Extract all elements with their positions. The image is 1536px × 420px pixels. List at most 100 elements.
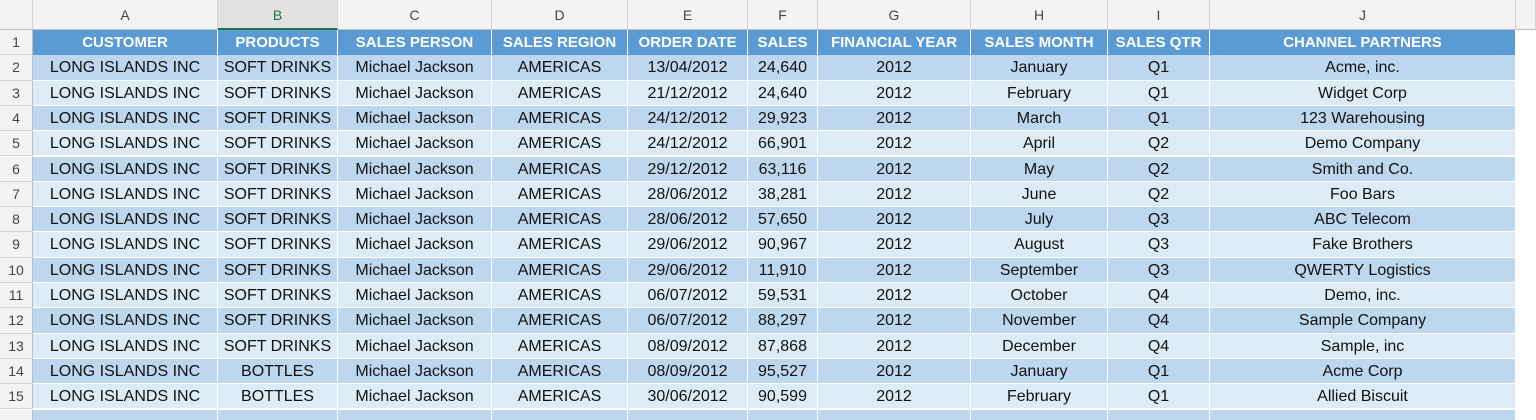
cell[interactable]: ABC Telecom	[1210, 207, 1516, 233]
cell[interactable]: 2012	[818, 181, 971, 208]
cell[interactable]: 2012	[818, 308, 971, 334]
cell[interactable]: SOFT DRINKS	[218, 105, 338, 132]
cell[interactable]: AMERICAS	[492, 283, 628, 309]
cell[interactable]: Michael Jackson	[338, 333, 492, 359]
cell[interactable]: Michael Jackson	[338, 232, 492, 258]
cell[interactable]: Q4	[1108, 283, 1210, 309]
cell[interactable]: Widget Corp	[1210, 80, 1516, 106]
row-header[interactable]: 15	[0, 384, 33, 410]
cell[interactable]	[971, 409, 1108, 420]
cell[interactable]: AMERICAS	[492, 308, 628, 334]
cell[interactable]: 57,650	[748, 207, 818, 233]
cell[interactable]: Q4	[1108, 333, 1210, 359]
cell[interactable]: Demo, inc.	[1210, 283, 1516, 309]
cell[interactable]: Q1	[1108, 105, 1210, 132]
cell[interactable]: AMERICAS	[492, 358, 628, 385]
cell[interactable]: LONG ISLANDS INC	[33, 358, 218, 385]
cell[interactable]: LONG ISLANDS INC	[33, 308, 218, 334]
cell[interactable]: AMERICAS	[492, 156, 628, 182]
cell[interactable]: Michael Jackson	[338, 105, 492, 132]
cell[interactable]: LONG ISLANDS INC	[33, 181, 218, 208]
cell[interactable]: 63,116	[748, 156, 818, 182]
cell[interactable]: Fake Brothers	[1210, 232, 1516, 258]
column-header[interactable]: D	[492, 0, 628, 30]
cell[interactable]: Michael Jackson	[338, 80, 492, 106]
cell[interactable]: Demo Company	[1210, 131, 1516, 157]
cell[interactable]: 2012	[818, 232, 971, 258]
cell[interactable]: 2012	[818, 207, 971, 233]
header-cell[interactable]: SALES	[748, 30, 818, 56]
header-cell[interactable]: PRODUCTS	[218, 30, 338, 56]
cell[interactable]: LONG ISLANDS INC	[33, 80, 218, 106]
cell[interactable]: Michael Jackson	[338, 131, 492, 157]
column-header[interactable]: A	[33, 0, 218, 30]
cell[interactable]: LONG ISLANDS INC	[33, 156, 218, 182]
cell[interactable]: 38,281	[748, 181, 818, 208]
cell[interactable]: 24/12/2012	[628, 131, 748, 157]
cell[interactable]: AMERICAS	[492, 80, 628, 106]
cell[interactable]: 87,868	[748, 333, 818, 359]
cell[interactable]: Sample, inc	[1210, 333, 1516, 359]
cell[interactable]: July	[971, 207, 1108, 233]
cell[interactable]: Foo Bars	[1210, 181, 1516, 208]
cell[interactable]: SOFT DRINKS	[218, 207, 338, 233]
cell[interactable]: Michael Jackson	[338, 55, 492, 81]
cell[interactable]	[1108, 409, 1210, 420]
row-header[interactable]: 12	[0, 308, 33, 334]
cell[interactable]: SOFT DRINKS	[218, 232, 338, 258]
cell[interactable]: January	[971, 358, 1108, 385]
cell[interactable]: 2012	[818, 55, 971, 81]
cell[interactable]: Allied Biscuit	[1210, 384, 1516, 410]
cell[interactable]: 29/06/2012	[628, 232, 748, 258]
row-header[interactable]: 14	[0, 358, 33, 385]
row-header[interactable]: 9	[0, 232, 33, 258]
cell[interactable]: LONG ISLANDS INC	[33, 333, 218, 359]
cell[interactable]: Acme, inc.	[1210, 55, 1516, 81]
column-header[interactable]: G	[818, 0, 971, 30]
cell[interactable]: 2012	[818, 384, 971, 410]
cell[interactable]: January	[971, 55, 1108, 81]
cell[interactable]: LONG ISLANDS INC	[33, 131, 218, 157]
cell[interactable]: 29/06/2012	[628, 257, 748, 283]
cell[interactable]	[492, 409, 628, 420]
cell[interactable]: Michael Jackson	[338, 156, 492, 182]
cell[interactable]: 29/12/2012	[628, 156, 748, 182]
cell[interactable]: Q2	[1108, 181, 1210, 208]
cell[interactable]: SOFT DRINKS	[218, 156, 338, 182]
cell[interactable]: February	[971, 80, 1108, 106]
cell[interactable]: 59,531	[748, 283, 818, 309]
cell[interactable]: 28/06/2012	[628, 207, 748, 233]
row-header[interactable]: 6	[0, 156, 33, 182]
header-cell[interactable]: ORDER DATE	[628, 30, 748, 56]
cell[interactable]: SOFT DRINKS	[218, 283, 338, 309]
header-cell[interactable]: CHANNEL PARTNERS	[1210, 30, 1516, 56]
header-cell[interactable]: SALES PERSON	[338, 30, 492, 56]
cell[interactable]: 95,527	[748, 358, 818, 385]
cell[interactable]: 13/04/2012	[628, 55, 748, 81]
cell[interactable]: Sample Company	[1210, 308, 1516, 334]
header-cell[interactable]: SALES QTR	[1108, 30, 1210, 56]
column-header[interactable]: J	[1210, 0, 1516, 30]
cell[interactable]: LONG ISLANDS INC	[33, 55, 218, 81]
cell[interactable]: 2012	[818, 358, 971, 385]
header-cell[interactable]: SALES MONTH	[971, 30, 1108, 56]
cell[interactable]: Acme Corp	[1210, 358, 1516, 385]
cell[interactable]: BOTTLES	[218, 384, 338, 410]
column-header[interactable]: B	[218, 0, 338, 30]
cell[interactable]: SOFT DRINKS	[218, 131, 338, 157]
cell[interactable]: 66,901	[748, 131, 818, 157]
cell[interactable]: Michael Jackson	[338, 207, 492, 233]
cell[interactable]: 88,297	[748, 308, 818, 334]
cell[interactable]: Q1	[1108, 358, 1210, 385]
cell[interactable]: June	[971, 181, 1108, 208]
cell[interactable]: AMERICAS	[492, 333, 628, 359]
cell[interactable]: 123 Warehousing	[1210, 105, 1516, 132]
cell[interactable]: 30/06/2012	[628, 384, 748, 410]
cell[interactable]: Q2	[1108, 156, 1210, 182]
cell[interactable]: October	[971, 283, 1108, 309]
cell[interactable]: Q2	[1108, 131, 1210, 157]
column-header[interactable]	[1516, 0, 1536, 30]
cell[interactable]: Q1	[1108, 55, 1210, 81]
row-header[interactable]: 2	[0, 55, 33, 81]
cell[interactable]: SOFT DRINKS	[218, 181, 338, 208]
